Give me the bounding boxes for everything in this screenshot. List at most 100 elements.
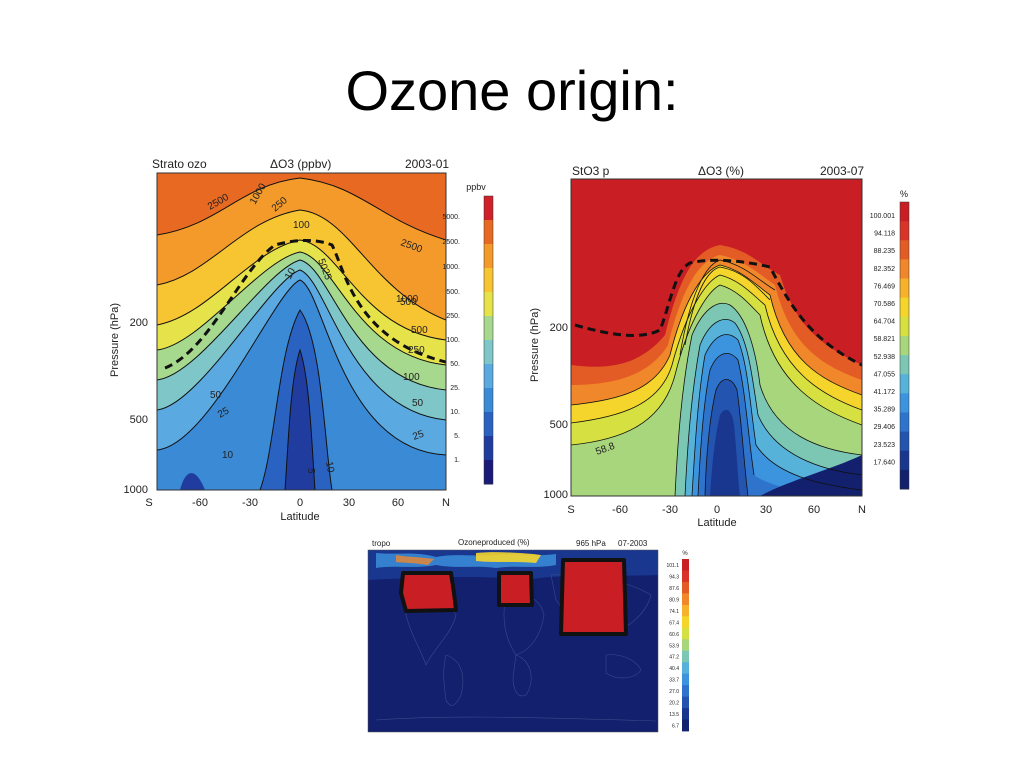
chart2-y-tick: 1000 bbox=[544, 489, 568, 501]
chart3-colorbar-swatch bbox=[682, 685, 689, 697]
chart1-colorbar-title: ppbv bbox=[466, 182, 486, 192]
chart1-contour-label: 100 bbox=[293, 220, 310, 231]
slide-title: Ozone origin: bbox=[345, 59, 679, 122]
chart-panel-strato: Strato ozo ΔO3 (ppbv) 2003-01 250 0 1000 bbox=[100, 150, 510, 530]
chart2-cb-tick: 88.235 bbox=[874, 248, 896, 255]
chart2-colorbar bbox=[899, 201, 910, 490]
chart1-cb-tick: 100. bbox=[446, 337, 460, 344]
chart1-contour-label: 10 bbox=[283, 266, 298, 282]
chart3-left-label: tropo bbox=[372, 539, 391, 548]
chart2-date: 2003-07 bbox=[820, 164, 864, 178]
chart-tropo-svg: tropo Ozoneproduced (%) 965 hPa 07-2003 … bbox=[366, 535, 696, 735]
chart2-y-tick: 500 bbox=[550, 419, 568, 431]
chart2-cb-tick: 29.406 bbox=[874, 424, 896, 431]
chart2-cb-tick: 64.704 bbox=[874, 319, 896, 326]
chart2-colorbar-swatch bbox=[900, 355, 909, 375]
chart2-colorbar-swatch bbox=[900, 374, 909, 394]
chart2-x-label: Latitude bbox=[697, 517, 736, 529]
chart1-cb-tick: 5. bbox=[454, 433, 460, 440]
chart1-y-label: Pressure (hPa) bbox=[109, 303, 121, 377]
chart1-contour-label: 25 bbox=[411, 429, 426, 443]
chart2-colorbar-swatch bbox=[900, 259, 909, 280]
chart3-cb-tick: 80.9 bbox=[669, 597, 679, 603]
chart3-colorbar-swatch bbox=[682, 719, 689, 732]
chart3-cb-tick: 101.1 bbox=[666, 563, 679, 569]
chart3-date: 07-2003 bbox=[618, 539, 648, 548]
chart1-colorbar-swatch bbox=[484, 436, 493, 461]
chart1-colorbar-swatch bbox=[484, 292, 493, 317]
chart3-colorbar-swatch bbox=[682, 627, 689, 640]
chart1-colorbar-swatch bbox=[484, 388, 493, 413]
chart2-title: ΔO3 (%) bbox=[698, 164, 744, 178]
chart2-colorbar-swatch bbox=[900, 221, 909, 241]
chart1-contour-label: 100 bbox=[403, 372, 420, 383]
chart1-field bbox=[157, 173, 446, 490]
chart1-contour-label: 50 bbox=[412, 398, 424, 409]
chart3-cb-tick: 40.4 bbox=[669, 666, 679, 672]
chart1-x-label: Latitude bbox=[280, 511, 319, 523]
chart3-cb-tick: 74.1 bbox=[669, 609, 679, 615]
chart2-colorbar-swatch bbox=[900, 202, 909, 222]
chart1-contour-label: 50 bbox=[315, 257, 329, 272]
chart3-colorbar-swatch bbox=[682, 662, 689, 675]
chart1-colorbar-swatch bbox=[484, 340, 493, 365]
chart1-x-tick: -30 bbox=[242, 497, 258, 509]
chart1-cb-tick: 50. bbox=[450, 361, 460, 368]
chart1-colorbar-swatch bbox=[484, 244, 493, 269]
chart2-cb-tick: 82.352 bbox=[874, 266, 896, 273]
chart2-x-tick: -30 bbox=[662, 504, 678, 516]
chart2-x-tick: N bbox=[858, 504, 866, 516]
chart2-field bbox=[571, 179, 862, 496]
chart1-colorbar-swatch bbox=[484, 196, 493, 221]
chart3-cb-tick: 67.4 bbox=[669, 620, 679, 626]
chart1-cb-tick: 2500. bbox=[442, 239, 460, 246]
chart2-colorbar-swatch bbox=[900, 450, 909, 471]
chart3-cb-tick: 20.2 bbox=[669, 701, 679, 707]
chart1-x-tick: 30 bbox=[343, 497, 355, 509]
chart1-contour-label: 250 bbox=[408, 345, 425, 356]
chart1-contour-label: 25 bbox=[319, 267, 333, 282]
chart1-contour-label: 10 bbox=[323, 461, 336, 474]
chart-strato-svg: Strato ozo ΔO3 (ppbv) 2003-01 250 0 1000 bbox=[109, 157, 494, 523]
chart1-cb-tick: 25. bbox=[450, 385, 460, 392]
chart3-cb-tick: 53.9 bbox=[669, 643, 679, 649]
chart2-x-tick: -60 bbox=[612, 504, 628, 516]
chart2-cb-tick: 76.469 bbox=[874, 283, 896, 290]
chart2-colorbar-swatch bbox=[900, 412, 909, 433]
chart1-y-tick: 500 bbox=[130, 414, 148, 426]
chart-panel-sto3: StO3 p ΔO3 (%) 2003-07 58.8 bbox=[520, 155, 940, 535]
chart1-colorbar-swatch bbox=[484, 220, 493, 245]
chart2-colorbar-swatch bbox=[900, 335, 909, 356]
chart1-colorbar-swatch bbox=[484, 364, 493, 389]
chart1-cb-tick: 1. bbox=[454, 457, 460, 464]
chart2-colorbar-swatch bbox=[900, 297, 909, 318]
chart2-left-label: StO3 p bbox=[572, 164, 610, 178]
chart3-cb-tick: 87.6 bbox=[669, 586, 679, 592]
chart3-title: Ozoneproduced (%) bbox=[458, 538, 530, 547]
chart2-cb-tick: 52.938 bbox=[874, 354, 896, 361]
chart1-title: ΔO3 (ppbv) bbox=[270, 157, 331, 171]
chart1-y-tick: 1000 bbox=[124, 484, 148, 496]
chart3-colorbar-swatch bbox=[682, 604, 689, 617]
chart1-colorbar-frame bbox=[483, 195, 494, 485]
chart3-colorbar-swatch bbox=[682, 639, 689, 652]
chart1-cb-tick: 5000. bbox=[442, 214, 460, 221]
chart2-colorbar-swatch bbox=[900, 240, 909, 260]
chart2-colorbar-swatch bbox=[900, 278, 909, 299]
chart3-cb-tick: 33.7 bbox=[669, 678, 679, 684]
chart2-cb-tick: 94.118 bbox=[874, 231, 895, 238]
chart2-y-tick: 200 bbox=[550, 322, 568, 334]
chart1-x-tick: -60 bbox=[192, 497, 208, 509]
chart2-cb-tick: 47.055 bbox=[874, 371, 896, 378]
chart-panel-tropo-map: tropo Ozoneproduced (%) 965 hPa 07-2003 … bbox=[366, 535, 696, 735]
chart3-colorbar-swatch bbox=[682, 581, 689, 594]
chart3-colorbar-swatch bbox=[682, 650, 689, 663]
chart1-left-label: Strato ozo bbox=[152, 157, 207, 171]
chart1-colorbar-swatch bbox=[484, 412, 493, 437]
chart3-colorbar-swatch bbox=[682, 673, 689, 686]
chart2-cb-tick: 100.001 bbox=[870, 213, 895, 220]
chart3-colorbar-title: % bbox=[682, 551, 688, 557]
chart3-colorbar-swatch bbox=[682, 696, 689, 709]
chart1-contour-label: 500 bbox=[411, 325, 428, 336]
chart3-cb-tick: 94.3 bbox=[669, 574, 679, 580]
